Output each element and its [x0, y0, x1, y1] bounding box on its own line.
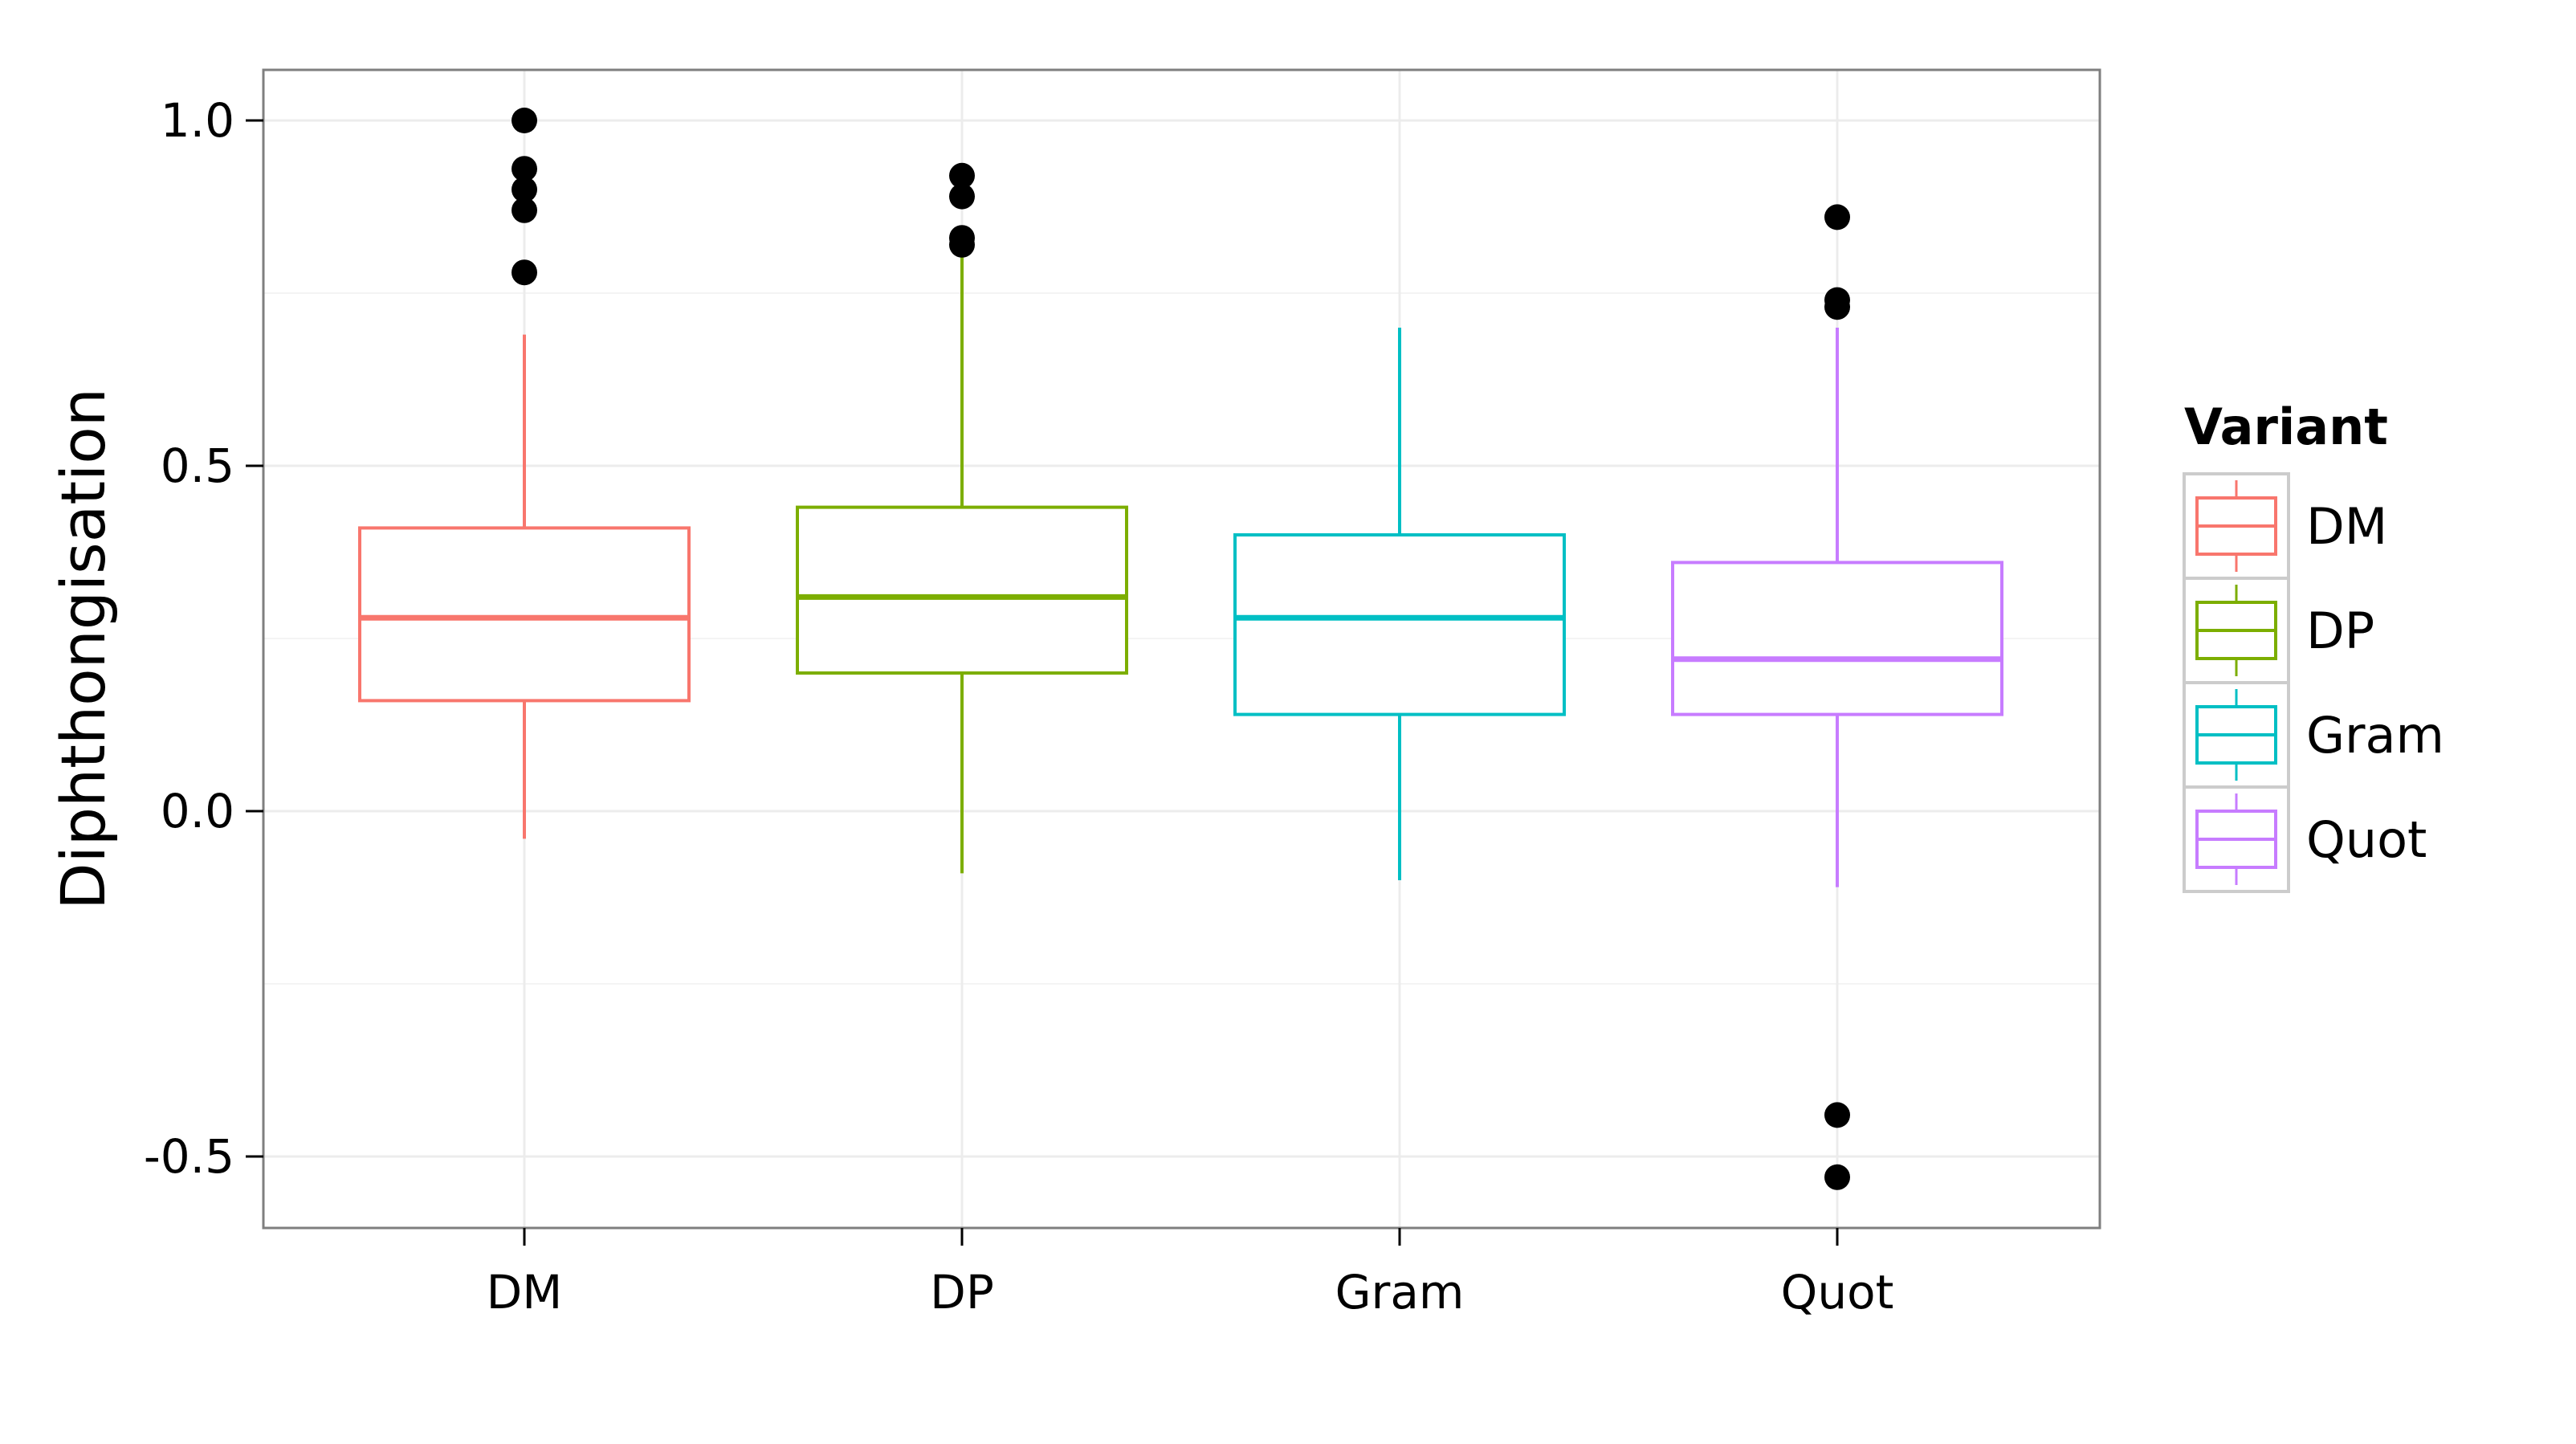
legend-label: DM [2306, 497, 2387, 556]
y-tick-label: 0.5 [161, 439, 234, 493]
y-axis-title: Diphthongisation [47, 388, 119, 910]
outlier-point [949, 162, 975, 189]
outlier-point [1824, 1164, 1850, 1190]
legend-item-quot: Quot [2183, 785, 2427, 893]
x-tick-label: Gram [1335, 1265, 1465, 1320]
outlier-point [512, 197, 537, 223]
box-gram [1233, 328, 1566, 880]
y-tick-label: 0.0 [161, 784, 234, 838]
outlier-point [512, 259, 537, 286]
legend-item-dm: DM [2183, 472, 2387, 580]
boxes [358, 251, 2003, 887]
outlier-point [949, 183, 975, 210]
outlier-point [1824, 1102, 1850, 1128]
outlier-point [1824, 294, 1850, 320]
legend-label: DP [2306, 602, 2374, 660]
legend-label: Gram [2306, 706, 2444, 765]
y-tick-label: 1.0 [161, 93, 234, 148]
box-iqr [1671, 561, 2003, 716]
box-iqr [358, 526, 691, 703]
x-tick-label: DM [487, 1265, 563, 1320]
legend-title: Variant [2184, 398, 2388, 456]
outlier-point [1824, 204, 1850, 230]
x-axis: DM DP Gram Quot [487, 1228, 1894, 1320]
y-axis: 1.0 0.5 0.0 -0.5 [144, 93, 263, 1184]
outlier-point [512, 156, 537, 182]
x-tick-label: Quot [1781, 1265, 1894, 1320]
box-quot [1671, 328, 2003, 887]
box-iqr [796, 505, 1128, 675]
box-iqr [1233, 533, 1566, 716]
outliers [512, 108, 1850, 1190]
legend: Variant DM DP Gram Quot [2183, 398, 2444, 893]
outlier-point [949, 231, 975, 258]
box-dp [796, 251, 1128, 874]
outlier-point [512, 177, 537, 202]
legend-item-dp: DP [2183, 577, 2374, 684]
legend-label: Quot [2306, 810, 2427, 869]
outlier-point [512, 108, 537, 133]
y-tick-label: -0.5 [144, 1129, 234, 1184]
plot-panel [262, 68, 2101, 1230]
legend-item-gram: Gram [2183, 681, 2444, 789]
box-dm [358, 334, 691, 839]
x-tick-label: DP [930, 1265, 994, 1320]
